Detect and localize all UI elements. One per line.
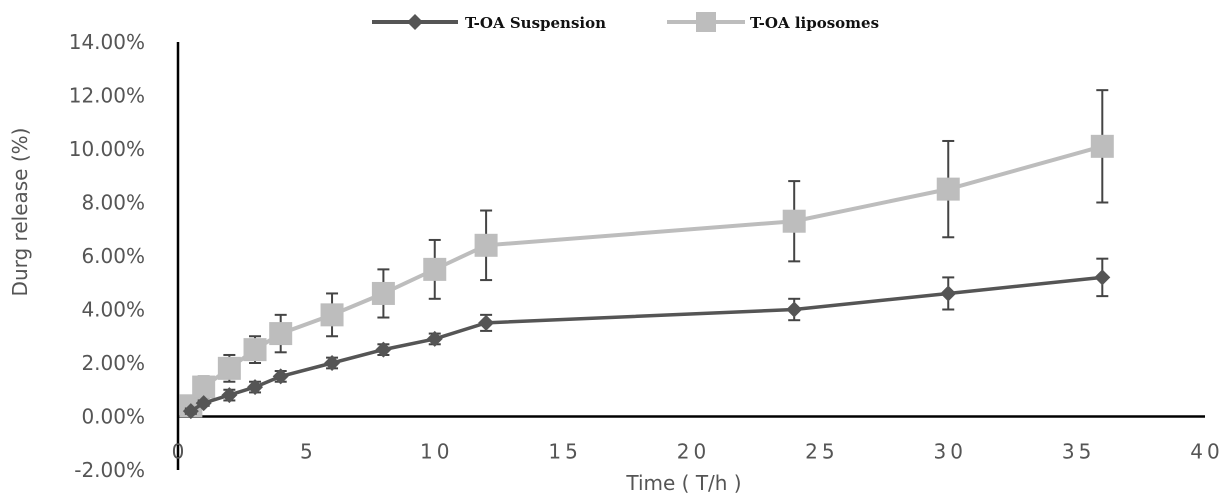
series-line: [189, 275, 1103, 413]
data-point: [217, 356, 241, 380]
legend-swatch-marker: [696, 12, 716, 32]
data-point: [478, 314, 495, 331]
y-tick-label: 8.00%: [81, 191, 145, 215]
x-tick-label: 35: [1062, 440, 1095, 464]
y-tick-label: 10.00%: [69, 137, 145, 161]
data-point: [375, 341, 392, 358]
data-point: [786, 301, 803, 318]
y-tick-label: 0.00%: [81, 405, 145, 429]
x-tick-label: 15: [548, 440, 581, 464]
x-tick-label: 5: [300, 440, 317, 464]
data-point: [221, 387, 238, 404]
data-point: [247, 379, 264, 396]
plot-area: [179, 89, 1114, 420]
data-point: [192, 375, 216, 399]
x-tick-label: 0: [172, 440, 189, 464]
legend-swatch-marker: [407, 14, 423, 30]
data-point: [782, 209, 806, 233]
series-liposomes: [179, 89, 1114, 418]
data-point: [936, 177, 960, 201]
data-point: [940, 285, 957, 302]
data-point: [371, 281, 395, 305]
x-tick-label: 25: [805, 440, 838, 464]
axes: -2.00% 0.00% 2.00% 4.00% 6.00% 8.00% 10.00% 12.…: [69, 30, 1223, 482]
y-axis-title: Durg release (%): [8, 128, 32, 297]
data-point: [423, 257, 447, 281]
data-point: [324, 355, 341, 371]
data-point: [474, 233, 498, 257]
series-line: [189, 144, 1103, 407]
x-axis-title: Time ( T/h ): [625, 471, 741, 495]
y-tick-label: 14.00%: [69, 30, 145, 54]
legend-label: T-OA liposomes: [750, 14, 879, 32]
data-point: [243, 338, 267, 362]
data-point: [1094, 269, 1111, 286]
legend-item-suspension: T-OA Suspension: [372, 14, 606, 32]
data-point: [426, 330, 443, 347]
data-point: [195, 395, 212, 412]
y-tick-label: 12.00%: [69, 84, 145, 108]
x-tick-label: 30: [934, 440, 967, 464]
data-point: [320, 303, 344, 327]
data-point: [182, 403, 199, 420]
y-tick-label: 6.00%: [81, 244, 145, 268]
y-tick-label: 4.00%: [81, 298, 145, 322]
x-tick-label: 40: [1190, 440, 1223, 464]
x-tick-label: 10: [420, 440, 453, 464]
legend: T-OA Suspension T-OA liposomes: [372, 12, 879, 32]
data-point: [1090, 134, 1114, 158]
x-tick-label: 20: [677, 440, 710, 464]
data-point: [269, 322, 293, 346]
y-tick-label: 2.00%: [81, 351, 145, 375]
legend-label: T-OA Suspension: [465, 14, 606, 32]
y-tick-label: -2.00%: [74, 458, 145, 482]
series-suspension: [182, 257, 1111, 420]
legend-item-liposomes: T-OA liposomes: [667, 12, 879, 32]
data-point: [272, 368, 289, 385]
